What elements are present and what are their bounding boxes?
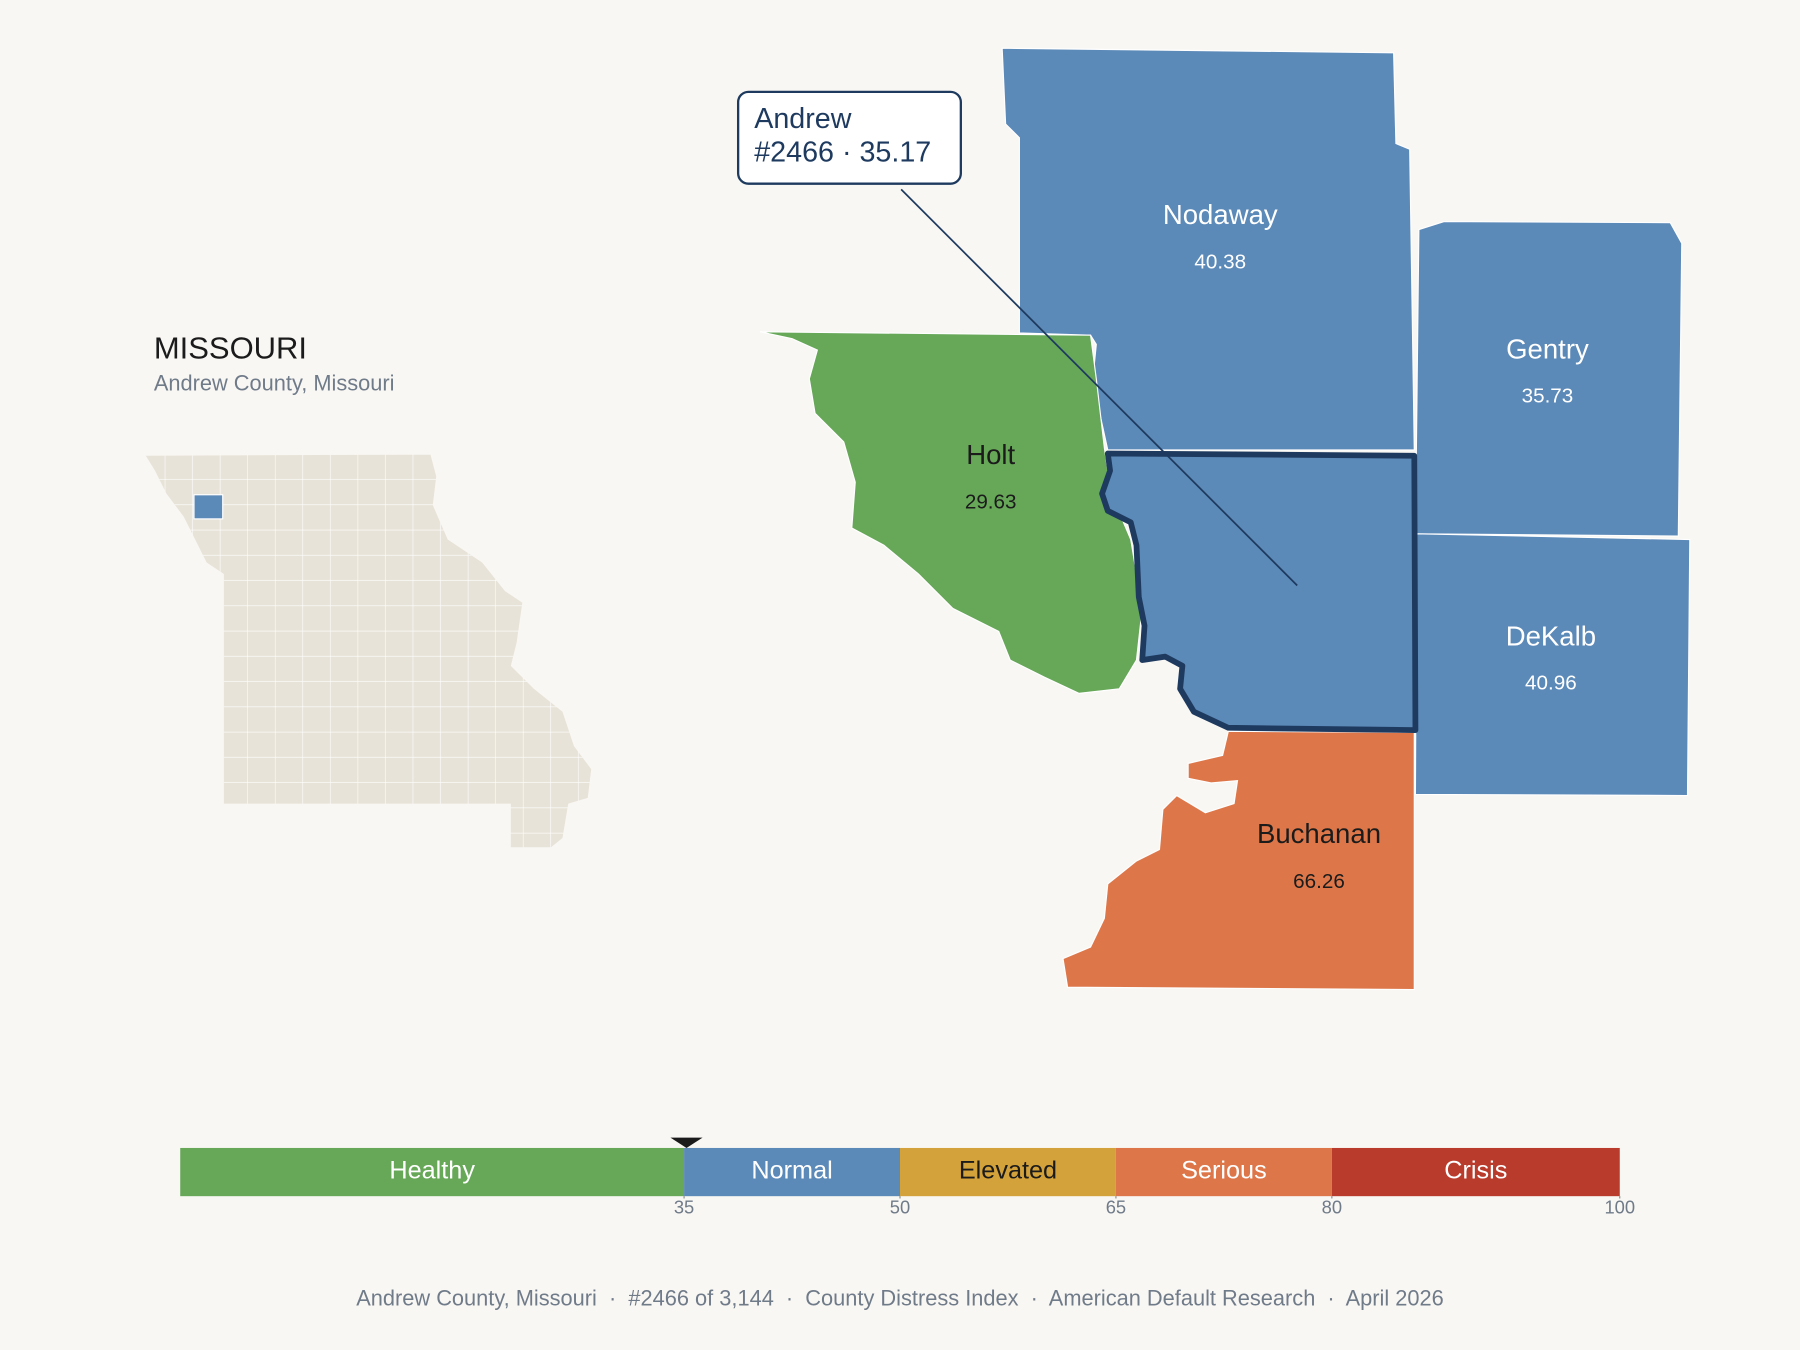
county-shape xyxy=(759,331,1143,694)
scale-band xyxy=(180,1147,685,1197)
county-shape xyxy=(1062,730,1415,991)
mini-county-highlight xyxy=(193,494,224,520)
footer: Andrew County, Missouri · #2466 of 3,144… xyxy=(356,1285,1444,1310)
county-name: Nodaway xyxy=(1163,199,1278,230)
scale-tick-label: 100 xyxy=(1604,1197,1635,1218)
scale-band xyxy=(684,1147,900,1197)
county-value: 40.38 xyxy=(1194,250,1246,273)
scale-band xyxy=(900,1147,1116,1197)
scale-tick-label: 50 xyxy=(890,1197,910,1218)
county-name: Gentry xyxy=(1506,334,1589,365)
scale-band-label: Serious xyxy=(1181,1157,1267,1185)
scale-band-label: Elevated xyxy=(959,1157,1057,1185)
scale-band-label: Normal xyxy=(751,1157,832,1185)
county-name: DeKalb xyxy=(1506,621,1596,652)
callout-box xyxy=(736,90,962,185)
subtitle: Andrew County, Missouri xyxy=(154,370,395,395)
scale-band xyxy=(1331,1147,1620,1197)
scale-band-label: Crisis xyxy=(1444,1157,1507,1185)
county-value: 66.26 xyxy=(1293,870,1345,893)
scale-band-label: Healthy xyxy=(389,1157,475,1185)
scale-tick-label: 65 xyxy=(1106,1197,1126,1218)
callout-name: Andrew xyxy=(754,103,852,135)
county-value: 35.73 xyxy=(1522,385,1574,408)
county-value: 40.96 xyxy=(1525,672,1577,695)
scale-tick-label: 35 xyxy=(674,1197,694,1218)
county-shape xyxy=(1414,533,1691,797)
state-title: MISSOURI xyxy=(154,330,307,365)
scale-band xyxy=(1115,1147,1332,1197)
county-value: 29.63 xyxy=(965,490,1017,513)
scale-tick-label: 80 xyxy=(1322,1197,1342,1218)
callout-detail: #2466 · 35.17 xyxy=(754,136,931,168)
county-shape xyxy=(1414,220,1683,537)
selected-county-shape xyxy=(1099,450,1419,733)
callout-leader xyxy=(900,188,1298,587)
county-name: Holt xyxy=(966,439,1015,470)
score-marker xyxy=(670,1137,703,1148)
county-name: Buchanan xyxy=(1257,818,1381,849)
legend: Healthy Normal Elevated Serious Crisis 35 50 65… xyxy=(180,1137,1635,1218)
state-outline xyxy=(145,454,592,848)
